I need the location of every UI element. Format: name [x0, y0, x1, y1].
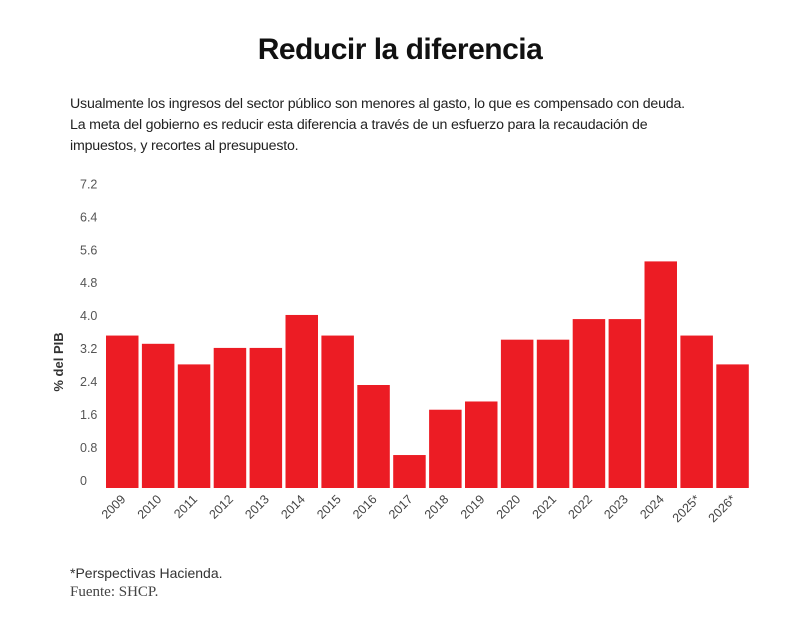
- y-tick-label: 0: [80, 474, 87, 488]
- description-line: Usualmente los ingresos del sector públi…: [70, 96, 685, 112]
- bar: [716, 364, 749, 488]
- chart-description: Usualmente los ingresos del sector públi…: [70, 94, 760, 157]
- x-tick-label: 2015: [314, 492, 344, 522]
- x-tick-label: 2025*: [670, 492, 703, 525]
- bar: [249, 347, 283, 488]
- x-tick-label: 2016: [350, 492, 380, 522]
- y-tick-label: 6.4: [80, 210, 97, 224]
- x-tick-label: 2014: [278, 492, 308, 522]
- y-axis-label: % del PIB: [51, 332, 66, 391]
- y-tick-label: 2.4: [80, 375, 97, 389]
- y-tick-label: 4.0: [80, 309, 97, 323]
- bar: [141, 343, 175, 488]
- footnote: *Perspectivas Hacienda.: [70, 565, 223, 581]
- bar: [680, 335, 713, 488]
- y-tick-label: 7.2: [80, 177, 97, 191]
- bar: [213, 347, 247, 488]
- bar: [500, 339, 534, 488]
- bar: [177, 364, 211, 488]
- x-tick-label: 2019: [458, 492, 488, 522]
- x-tick-label: 2020: [494, 492, 524, 522]
- description-line: impuestos, y recortes al presupuesto.: [70, 138, 299, 154]
- x-axis-ticks: 2009 2010 2011 2012 2013 2014 2015 2016 2017 2018…: [99, 492, 739, 525]
- source-note: Fuente: SHCP.: [70, 584, 159, 600]
- bar: [393, 455, 426, 488]
- x-tick-label: 2011: [171, 492, 200, 521]
- x-tick-label: 2024: [637, 492, 667, 522]
- y-tick-label: 3.2: [80, 342, 97, 356]
- x-tick-label: 2017: [386, 492, 416, 522]
- y-tick-label: 0.8: [80, 441, 97, 455]
- y-tick-label: 4.8: [80, 276, 97, 290]
- bar: [572, 319, 606, 488]
- y-tick-label: 5.6: [80, 243, 97, 257]
- bar: [465, 401, 498, 488]
- bar: [429, 409, 462, 488]
- y-tick-label: 1.6: [80, 408, 97, 422]
- chart-title: Reducir la diferencia: [257, 33, 543, 66]
- x-tick-label: 2013: [242, 492, 272, 522]
- bar: [357, 385, 390, 488]
- x-tick-label: 2012: [207, 492, 237, 522]
- bar: [321, 335, 354, 488]
- bar: [608, 319, 642, 488]
- bar: [536, 339, 570, 488]
- x-tick-label: 2018: [422, 492, 452, 522]
- x-tick-label: 2026*: [706, 492, 739, 525]
- x-tick-label: 2023: [601, 492, 631, 522]
- bar: [106, 335, 139, 488]
- x-tick-label: 2010: [135, 492, 165, 522]
- y-axis-ticks: 0 0.8 1.6 2.4 3.2 4.0 4.8 5.6 6.4 7.2: [80, 177, 97, 488]
- x-tick-label: 2022: [566, 492, 596, 522]
- bar: [285, 314, 318, 488]
- bars: [106, 261, 749, 488]
- description-line: La meta del gobierno es reducir esta dif…: [70, 117, 648, 133]
- x-tick-label: 2009: [99, 492, 129, 522]
- bar: [644, 261, 677, 488]
- x-tick-label: 2021: [530, 492, 560, 522]
